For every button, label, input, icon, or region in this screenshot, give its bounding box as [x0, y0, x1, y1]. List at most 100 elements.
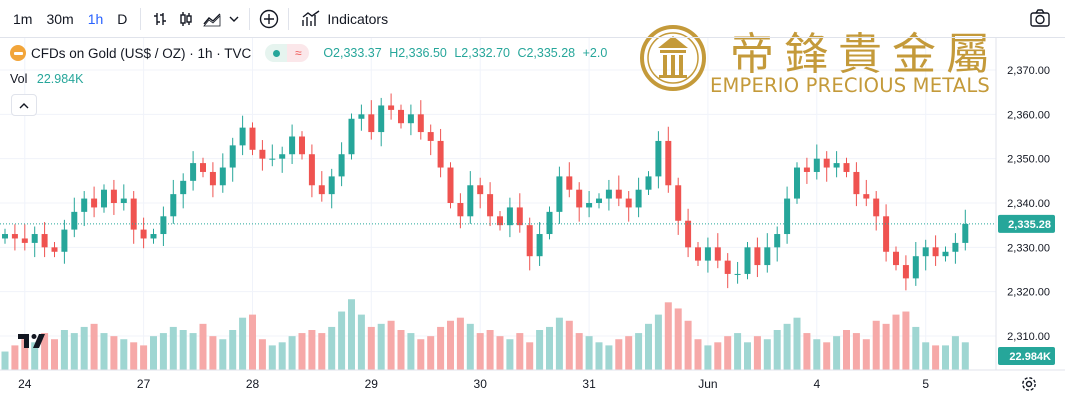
brand-logo — [640, 25, 706, 91]
tradingview-logo[interactable] — [18, 330, 50, 350]
candle-body — [299, 136, 305, 155]
chevron-down-icon[interactable] — [225, 7, 243, 31]
candle-body — [81, 198, 88, 212]
candle-body — [803, 167, 810, 172]
interval-1m[interactable]: 1m — [13, 10, 33, 27]
area-icon[interactable] — [199, 7, 225, 31]
candle-body — [427, 132, 434, 141]
volume-bar — [367, 326, 375, 370]
volume-bar — [932, 345, 940, 370]
candle-body — [200, 163, 206, 172]
volume-bar — [882, 323, 890, 370]
volume-bar — [654, 314, 662, 370]
candle-body — [912, 256, 919, 279]
collapse-legend-button[interactable] — [11, 94, 37, 116]
volume-bar — [843, 330, 850, 370]
candle-body — [140, 229, 147, 239]
collapse-arrow-icon — [19, 102, 29, 108]
last-price-badge — [998, 214, 1055, 233]
add-icon[interactable] — [256, 7, 282, 31]
volume-bar — [516, 333, 524, 370]
volume-bar — [249, 314, 256, 370]
candle-body — [71, 211, 78, 230]
toolbar-divider — [140, 7, 142, 30]
data-delay-icon: ≈ — [287, 44, 310, 62]
candle-body — [813, 158, 820, 172]
volume-bar — [635, 333, 643, 370]
volume-bar — [169, 326, 177, 370]
price-tick-label: 2,320.00 — [1007, 287, 1050, 299]
candle-body — [863, 194, 870, 199]
volume-bar — [892, 314, 900, 370]
volume-bar — [496, 336, 504, 370]
candle-body — [457, 203, 464, 217]
volume-bar — [783, 323, 791, 370]
volume-bar — [90, 323, 98, 370]
bar-type-icon[interactable] — [147, 7, 173, 31]
candle-body — [51, 247, 58, 252]
interval-d[interactable]: D — [117, 10, 128, 27]
candle-body — [398, 109, 404, 124]
price-tick-label: 2,330.00 — [1007, 242, 1050, 254]
time-tick-label: 4 — [813, 377, 820, 391]
interval-1h[interactable]: 1h — [87, 10, 104, 27]
volume-value: 22.984K — [36, 72, 84, 86]
volume-bar — [714, 342, 722, 370]
ohlc-values: O2,333.37 H2,336.50 L2,332.70 C2,335.28 … — [323, 46, 607, 60]
time-tick-label: 29 — [365, 377, 379, 391]
market-open-icon — [265, 44, 288, 62]
candle-body — [279, 154, 286, 159]
volume-bar — [506, 339, 514, 370]
price-tick-label: 2,350.00 — [1007, 154, 1050, 166]
volume-bar — [51, 339, 58, 370]
candle-body — [893, 251, 899, 266]
candle-body — [566, 176, 573, 190]
candle-body — [952, 242, 959, 252]
indicators-label: Indicators — [327, 10, 389, 27]
interval-30m[interactable]: 30m — [46, 10, 74, 27]
candle-icon[interactable] — [173, 7, 199, 31]
ohlc-low: L2,332.70 — [454, 46, 510, 60]
market-status-pill[interactable]: ≈ — [265, 44, 310, 62]
candle-body — [932, 247, 939, 257]
settings-icon[interactable] — [1021, 376, 1037, 392]
volume-bar — [189, 333, 197, 370]
top-toolbar: 1m 30m 1h D Indicators — [0, 0, 1065, 38]
volume-bar — [41, 333, 49, 370]
volume-bar — [278, 342, 286, 370]
indicators-button[interactable]: Indicators — [295, 9, 394, 28]
volume-bar — [833, 336, 841, 370]
candle-body — [467, 185, 474, 217]
candle-body — [219, 167, 226, 186]
candle-body — [120, 198, 127, 203]
volume-bar — [961, 342, 969, 370]
volume-bar — [31, 342, 39, 370]
volume-bar — [110, 336, 118, 370]
volume-bar — [595, 342, 603, 370]
time-tick-label: 28 — [246, 377, 260, 391]
volume-bar — [852, 333, 860, 370]
price-tick-label: 2,370.00 — [1007, 65, 1050, 77]
candle-body — [695, 247, 701, 261]
candle-body — [368, 114, 375, 133]
volume-bar — [288, 336, 296, 370]
volume-bar — [447, 320, 454, 370]
candle-body — [150, 234, 157, 239]
volume-bar — [357, 314, 365, 370]
volume-bar — [773, 330, 781, 370]
candle-body — [130, 198, 137, 230]
candle-body — [101, 189, 107, 208]
candle-body — [497, 216, 503, 226]
candle-body — [11, 234, 18, 239]
symbol-title[interactable]: CFDs on Gold (US$ / OZ) · 1h · TVC — [31, 45, 252, 61]
candle-body — [536, 234, 543, 257]
volume-bar — [318, 333, 326, 370]
volume-bar — [229, 330, 237, 370]
candle-body — [447, 167, 454, 203]
candle-body — [675, 185, 682, 221]
toolbar-divider — [288, 7, 290, 30]
candle-body — [576, 189, 583, 208]
camera-icon[interactable] — [1029, 8, 1051, 30]
candle-body — [615, 189, 622, 199]
